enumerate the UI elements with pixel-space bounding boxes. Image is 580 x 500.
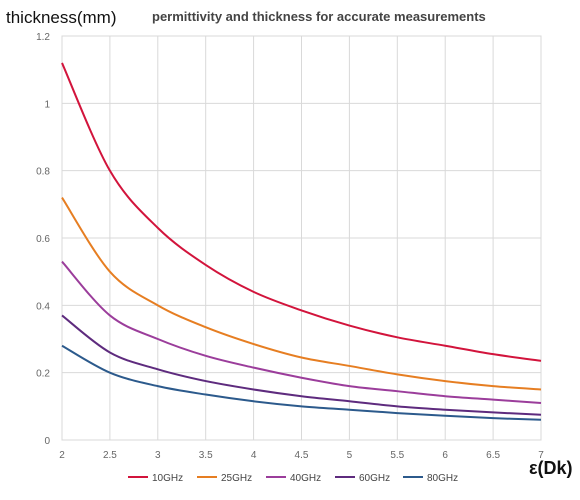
x-tick-label: 2 [59, 450, 65, 461]
x-tick-label: 3 [155, 450, 161, 461]
legend-label-80GHz: 80GHz [427, 473, 458, 484]
legend-label-40GHz: 40GHz [290, 473, 321, 484]
legend-label-10GHz: 10GHz [152, 473, 183, 484]
y-tick-label: 1 [44, 99, 50, 110]
x-tick-label: 6.5 [486, 450, 500, 461]
x-tick-label: 3.5 [199, 450, 213, 461]
y-tick-label: 0 [44, 436, 50, 447]
y-tick-label: 0.6 [36, 234, 50, 245]
x-tick-label: 2.5 [103, 450, 117, 461]
x-axis-label: ε(Dk) [529, 458, 573, 478]
y-tick-label: 0.8 [36, 167, 50, 178]
chart-title: permittivity and thickness for accurate … [152, 9, 486, 24]
series-line-25GHz [61, 197, 542, 391]
legend-label-60GHz: 60GHz [359, 473, 390, 484]
series-line-40GHz [61, 260, 542, 404]
x-tick-label: 4 [251, 450, 257, 461]
x-tick-label: 5.5 [390, 450, 404, 461]
x-tick-label: 7 [538, 450, 544, 461]
x-tick-label: 6 [442, 450, 448, 461]
y-tick-label: 1.2 [36, 32, 50, 43]
y-tick-label: 0.4 [36, 301, 50, 312]
series-line-10GHz [61, 62, 542, 362]
legend-label-25GHz: 25GHz [221, 473, 252, 484]
y-tick-label: 0.2 [36, 369, 50, 380]
y-axis-label: thickness(mm) [6, 8, 117, 27]
series-line-80GHz [61, 344, 542, 421]
x-tick-label: 4.5 [295, 450, 309, 461]
series-line-60GHz [61, 314, 542, 416]
x-tick-label: 5 [347, 450, 353, 461]
